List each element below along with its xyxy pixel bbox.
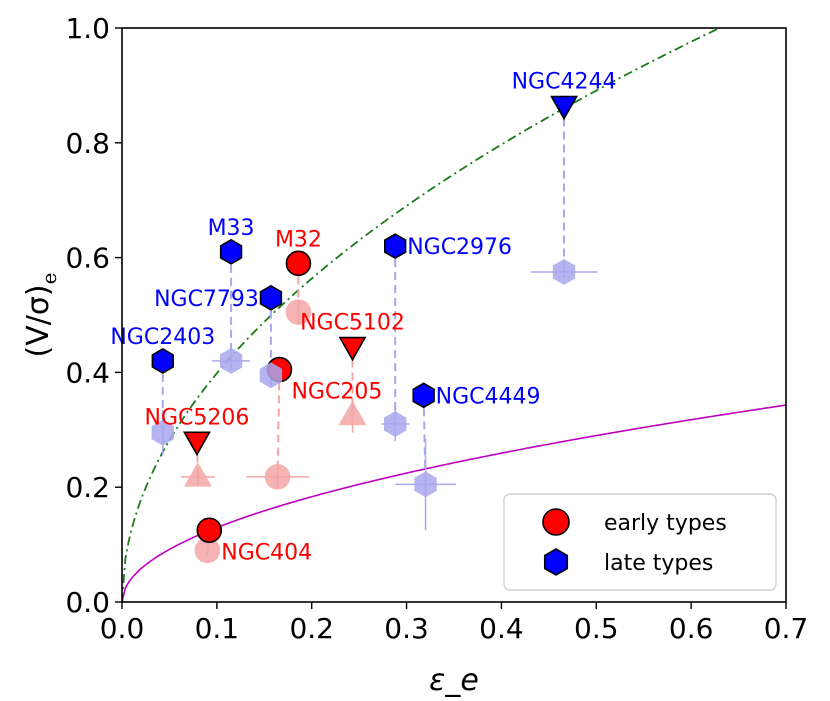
label-ngc205: NGC205: [291, 380, 382, 405]
label-ngc5102: NGC5102: [300, 311, 405, 336]
marker-secondary-ngc7793: [259, 362, 283, 389]
x-tick-label: 0.7: [764, 612, 809, 645]
marker-secondary-m33: [219, 347, 243, 374]
label-m33: M33: [208, 216, 255, 241]
label-ngc5206: NGC5206: [145, 405, 250, 430]
legend: early types late types: [503, 493, 777, 591]
data-markers: [151, 95, 579, 564]
marker-ngc5206: [182, 431, 211, 457]
marker-ngc404: [196, 517, 223, 544]
marker-ngc2976: [383, 233, 407, 260]
axes: 0.0 0.1 0.2 0.3 0.4 0.5 0.6 0.7 0.0 0.2 0.4 0.6 0.8 1…: [21, 12, 808, 698]
x-axis-label: ε_e: [429, 663, 479, 698]
label-ngc2403: NGC2403: [110, 325, 215, 350]
marker-secondary-ngc2976: [383, 411, 407, 437]
connector-ngc205: [276, 369, 281, 477]
model-curves: [122, 28, 786, 602]
label-ngc404: NGC404: [221, 540, 312, 565]
label-ngc4449: NGC4449: [436, 384, 541, 409]
plot-frame: [121, 27, 787, 603]
legend-marker-early: [542, 508, 570, 536]
marker-ngc2403: [151, 347, 174, 374]
legend-marker-late: [543, 548, 569, 576]
y-tick-label: 0.0: [65, 586, 110, 619]
legend-label: early types: [604, 511, 727, 536]
x-tick-label: 0.3: [384, 612, 429, 645]
galaxy-labels: M32 NGC5102 NGC205 NGC5206 NGC404 M33 NGC7793 N…: [110, 69, 616, 565]
marker-ngc7793: [259, 284, 283, 311]
marker-ngc4449: [412, 382, 435, 409]
marker-secondary-ngc205: [264, 464, 291, 490]
marker-m33: [219, 238, 243, 265]
x-tick-label: 0.2: [289, 612, 334, 645]
label-ngc7793: NGC7793: [154, 287, 259, 312]
x-tick-label: 0.6: [669, 612, 714, 645]
marker-m32: [285, 250, 312, 277]
marker-secondary-ngc4244: [552, 259, 576, 285]
legend-label: late types: [604, 551, 713, 576]
y-tick-label: 0.8: [65, 127, 110, 160]
x-tick-label: 0.4: [479, 612, 524, 645]
green-dashdot-curve: [122, 28, 722, 602]
y-tick-label: 0.4: [65, 356, 110, 389]
label-m32: M32: [275, 227, 322, 252]
marker-ngc5102: [338, 336, 367, 362]
marker-secondary-ngc2403: [151, 419, 174, 446]
magenta-solid-curve: [122, 404, 786, 602]
connector-ngc4449: [422, 395, 427, 485]
label-ngc2976: NGC2976: [407, 235, 512, 260]
marker-secondary-ngc4449: [414, 471, 437, 498]
legend-box: [503, 493, 777, 591]
label-ngc4244: NGC4244: [512, 69, 617, 94]
y-tick-label: 0.6: [65, 242, 110, 275]
y-axis-label: (V/σ)e: [21, 273, 61, 358]
y-tick-label: 0.2: [65, 471, 110, 504]
marker-secondary-m32: [285, 299, 312, 325]
marker-secondary-ngc5102: [338, 400, 367, 426]
x-tick-label: 0.1: [195, 612, 240, 645]
marker-ngc4244: [550, 95, 579, 121]
y-tick-label: 1.0: [65, 12, 110, 45]
x-tick-label: 0.0: [100, 612, 145, 645]
marker-secondary-ngc5206: [183, 462, 212, 487]
x-tick-label: 0.5: [574, 612, 619, 645]
